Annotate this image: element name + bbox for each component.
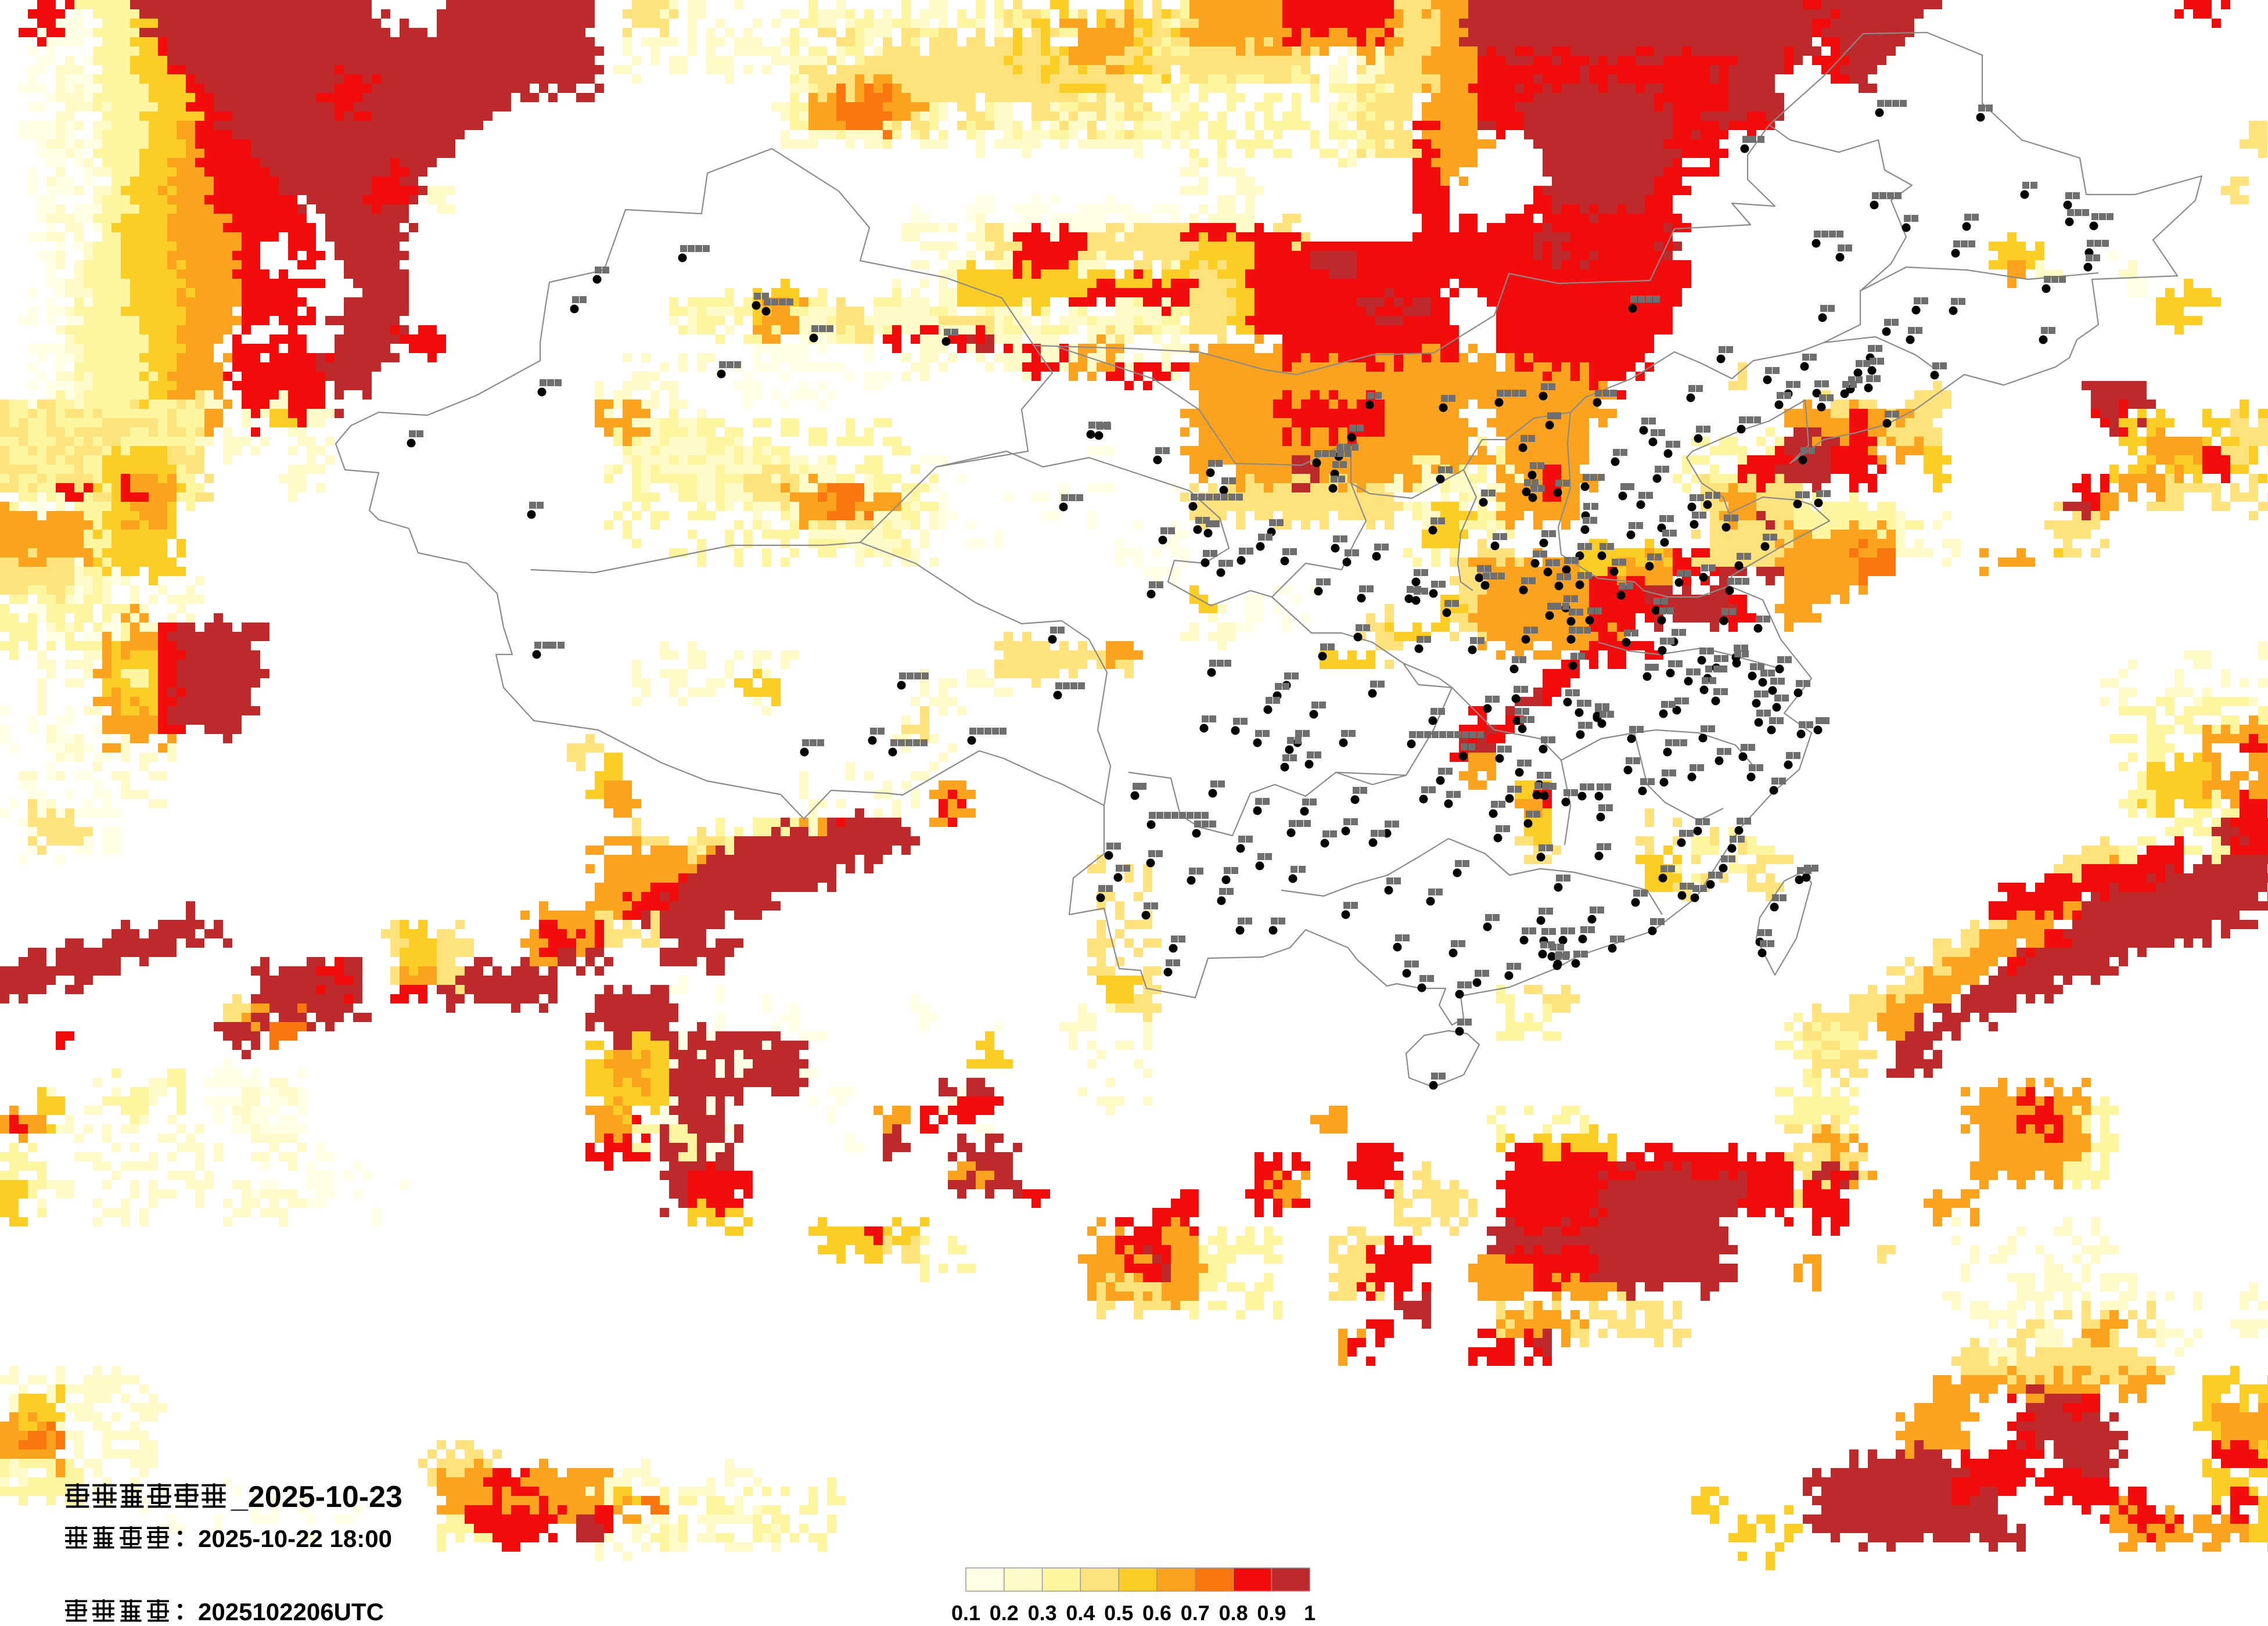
svg-text:0.4: 0.4 [1066,1601,1095,1625]
svg-text:0.9: 0.9 [1257,1601,1286,1625]
svg-text:：: ： [174,1599,197,1624]
svg-text:：: ： [174,1526,197,1551]
svg-text:_2025-10-23: _2025-10-23 [231,1480,402,1514]
svg-text:0.8: 0.8 [1219,1601,1248,1625]
svg-text:0.2: 0.2 [990,1601,1019,1625]
svg-text:0.6: 0.6 [1142,1601,1171,1625]
svg-text:2025-10-22 18:00: 2025-10-22 18:00 [198,1525,392,1552]
svg-text:0.1: 0.1 [951,1601,980,1625]
svg-text:1: 1 [1304,1601,1315,1625]
svg-text:2025102206UTC: 2025102206UTC [198,1598,384,1625]
svg-text:0.7: 0.7 [1181,1601,1210,1625]
svg-text:0.5: 0.5 [1104,1601,1133,1625]
svg-text:0.3: 0.3 [1028,1601,1057,1625]
